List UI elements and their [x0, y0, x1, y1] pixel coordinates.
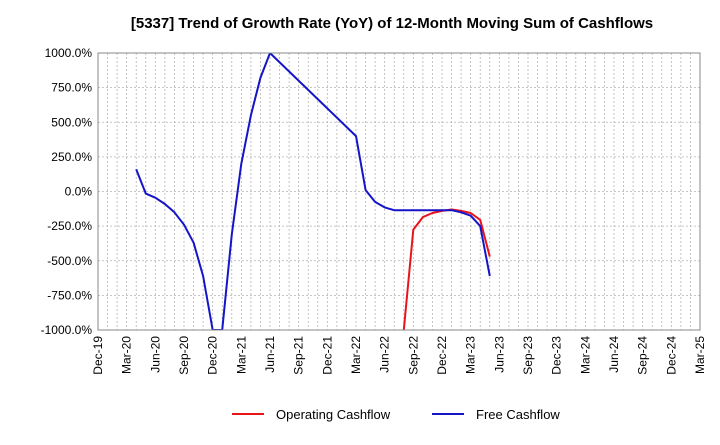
x-tick-label: Mar-20: [120, 336, 134, 374]
x-tick-label: Mar-24: [578, 336, 592, 374]
x-tick-label: Dec-23: [550, 336, 564, 375]
grid: [98, 52, 700, 331]
x-tick-label: Dec-19: [91, 336, 105, 375]
axes: 1000.0% 750.0% 500.0% 250.0% 0.0% -250.0% -500…: [41, 46, 707, 375]
x-tick-label: Jun-21: [263, 336, 277, 373]
y-tick-label: -500.0%: [47, 254, 92, 268]
x-tick-label: Sep-21: [292, 336, 306, 375]
x-tick-label: Sep-24: [636, 336, 650, 375]
y-tick-label: -1000.0%: [41, 323, 93, 337]
y-tick-label: 500.0%: [51, 115, 92, 129]
plot-frame: [97, 52, 701, 331]
x-tick-label: Jun-23: [492, 336, 506, 373]
x-tick-label: Mar-21: [234, 336, 248, 374]
series-line-free-cashflow: [135, 53, 491, 330]
x-tick-label: Jun-22: [378, 336, 392, 373]
x-tick-label: Mar-23: [464, 336, 478, 374]
y-tick-label: 250.0%: [51, 150, 92, 164]
y-tick-label: -750.0%: [47, 288, 92, 302]
plot-area: [135, 53, 491, 330]
x-tick-label: Dec-24: [664, 336, 678, 375]
x-tick-label: Sep-23: [521, 336, 535, 375]
y-tick-label: 750.0%: [51, 81, 92, 95]
x-tick-label: Mar-25: [693, 336, 707, 374]
x-tick-label: Dec-22: [435, 336, 449, 375]
y-tick-label: 1000.0%: [45, 46, 93, 60]
x-tick-label: Dec-20: [206, 336, 220, 375]
legend: Operating Cashflow Free Cashflow: [232, 407, 560, 422]
x-tick-label: Jun-24: [607, 336, 621, 373]
legend-label-operating-cashflow: Operating Cashflow: [276, 407, 391, 422]
chart-title: [5337] Trend of Growth Rate (YoY) of 12-…: [131, 15, 653, 32]
y-tick-label: 0.0%: [65, 185, 93, 199]
x-tick-label: Jun-20: [148, 336, 162, 373]
y-tick-label: -250.0%: [47, 219, 92, 233]
x-tick-label: Dec-21: [320, 336, 334, 375]
legend-label-free-cashflow: Free Cashflow: [476, 407, 560, 422]
x-tick-label: Sep-20: [177, 336, 191, 375]
x-tick-label: Sep-22: [406, 336, 420, 375]
series-line-operating-cashflow: [402, 208, 491, 330]
x-tick-label: Mar-22: [349, 336, 363, 374]
